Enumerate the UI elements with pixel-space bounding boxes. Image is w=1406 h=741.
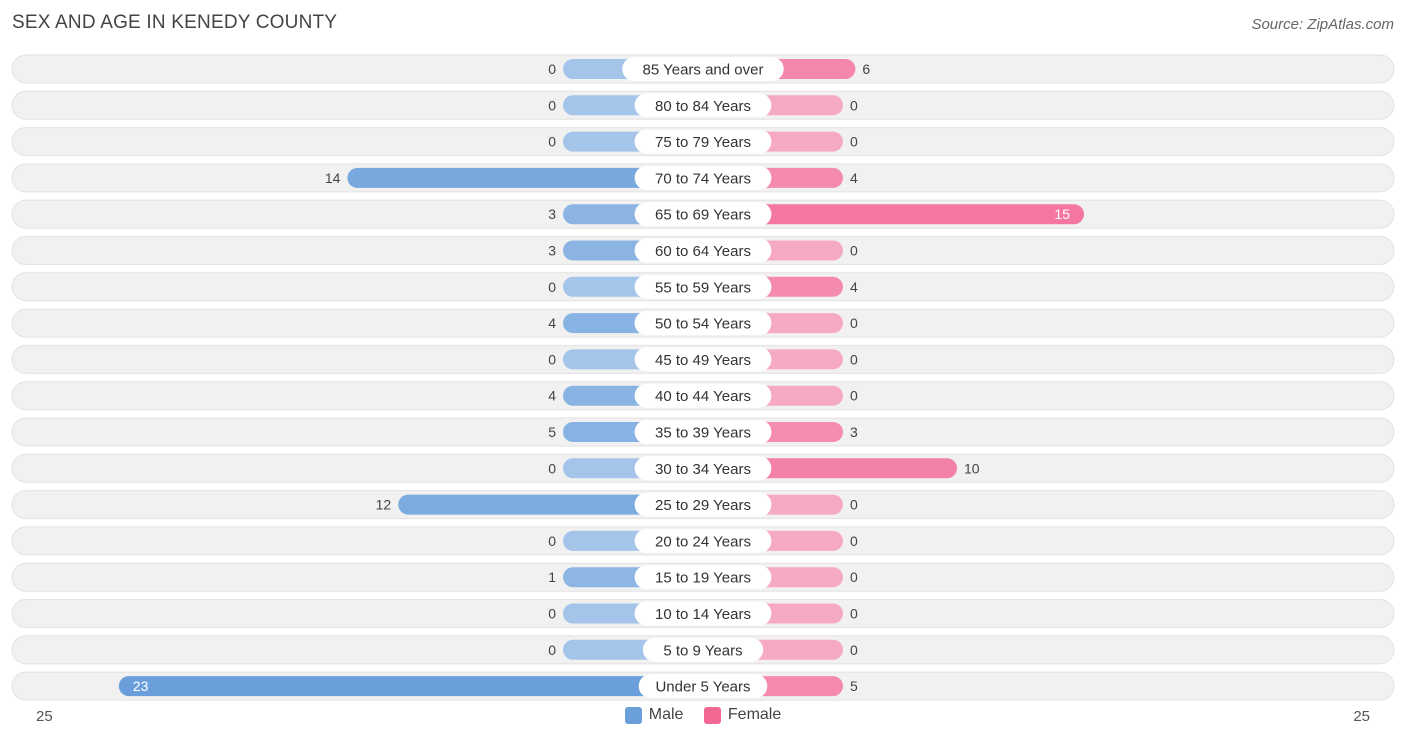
category-label: 35 to 39 Years xyxy=(655,425,751,442)
category-pill xyxy=(634,129,772,154)
category-label: Under 5 Years xyxy=(655,679,750,696)
category-pill xyxy=(622,57,784,81)
category-label: 85 Years and over xyxy=(643,62,764,79)
category-pill xyxy=(634,492,772,517)
female-value-label: 0 xyxy=(850,569,858,585)
legend-swatch-female xyxy=(703,706,721,724)
male-value-label: 4 xyxy=(548,388,556,404)
male-value-label: 3 xyxy=(548,243,556,259)
female-value-label: 5 xyxy=(850,678,858,694)
category-pill xyxy=(634,383,772,408)
category-pill xyxy=(634,165,772,190)
source-label: Source: ZipAtlas.com xyxy=(1251,16,1394,33)
male-value-label: 0 xyxy=(548,533,556,549)
male-bar xyxy=(398,494,703,515)
female-value-label: 15 xyxy=(1054,206,1070,222)
female-value-label: 3 xyxy=(850,424,858,440)
male-value-label: 14 xyxy=(325,170,341,186)
male-value-label: 5 xyxy=(548,424,556,440)
male-value-label: 23 xyxy=(133,678,149,694)
female-value-label: 0 xyxy=(850,533,858,549)
male-bar xyxy=(118,676,704,697)
category-label: 20 to 24 Years xyxy=(655,533,751,550)
category-pill xyxy=(634,274,772,299)
male-bar xyxy=(347,167,703,188)
male-value-label: 0 xyxy=(548,642,556,658)
male-value-label: 0 xyxy=(548,61,556,77)
female-value-label: 0 xyxy=(850,351,858,367)
category-label: 10 to 14 Years xyxy=(655,606,751,623)
chart-title: SEX AND AGE IN KENEDY COUNTY xyxy=(12,12,338,33)
legend-label-female: Female xyxy=(727,706,782,723)
category-pill xyxy=(634,456,772,481)
axis-right-label: 25 xyxy=(1353,708,1370,725)
male-value-label: 0 xyxy=(548,134,556,150)
male-value-label: 3 xyxy=(548,206,556,222)
male-value-label: 0 xyxy=(548,351,556,367)
category-label: 80 to 84 Years xyxy=(655,98,751,115)
female-value-label: 4 xyxy=(850,170,858,186)
category-label: 15 to 19 Years xyxy=(655,570,751,587)
male-value-label: 12 xyxy=(376,497,392,513)
category-pill xyxy=(638,674,768,699)
category-label: 40 to 44 Years xyxy=(655,388,751,405)
category-pill xyxy=(634,238,772,263)
category-label: 55 to 59 Years xyxy=(655,279,751,296)
male-value-label: 0 xyxy=(548,279,556,295)
category-label: 60 to 64 Years xyxy=(655,243,751,260)
male-value-label: 1 xyxy=(548,569,556,585)
category-label: 25 to 29 Years xyxy=(655,497,751,514)
female-value-label: 0 xyxy=(850,606,858,622)
category-label: 50 to 54 Years xyxy=(655,316,751,333)
female-value-label: 0 xyxy=(850,388,858,404)
female-value-label: 0 xyxy=(850,497,858,513)
category-label: 45 to 49 Years xyxy=(655,352,751,369)
legend-item-female[interactable]: Female xyxy=(703,706,782,724)
category-pill xyxy=(634,420,772,444)
category-pill xyxy=(642,637,764,662)
category-pill xyxy=(634,347,772,372)
category-label: 75 to 79 Years xyxy=(655,134,751,151)
legend: Male Female xyxy=(0,706,1406,729)
male-value-label: 0 xyxy=(548,606,556,622)
category-pill xyxy=(634,202,772,227)
legend-item-male[interactable]: Male xyxy=(624,706,684,724)
female-value-label: 0 xyxy=(850,97,858,113)
category-pill xyxy=(634,565,772,590)
female-value-label: 6 xyxy=(862,61,870,77)
category-pill xyxy=(634,601,772,626)
female-value-label: 0 xyxy=(850,134,858,150)
male-value-label: 0 xyxy=(548,460,556,476)
category-label: 70 to 74 Years xyxy=(655,170,751,187)
category-pill xyxy=(634,93,772,118)
category-pill xyxy=(634,311,772,336)
female-value-label: 10 xyxy=(964,460,980,476)
female-value-label: 4 xyxy=(850,279,858,295)
legend-label-male: Male xyxy=(648,706,684,723)
category-pill xyxy=(634,528,772,553)
legend-swatch-male xyxy=(624,706,642,724)
axis-left-label: 25 xyxy=(36,708,53,725)
female-bar xyxy=(703,204,1084,225)
female-value-label: 0 xyxy=(850,642,858,658)
female-value-label: 0 xyxy=(850,315,858,331)
female-value-label: 0 xyxy=(850,243,858,259)
category-label: 30 to 34 Years xyxy=(655,461,751,478)
male-value-label: 0 xyxy=(548,97,556,113)
male-value-label: 4 xyxy=(548,315,556,331)
category-label: 5 to 9 Years xyxy=(663,642,742,659)
category-label: 65 to 69 Years xyxy=(655,207,751,224)
